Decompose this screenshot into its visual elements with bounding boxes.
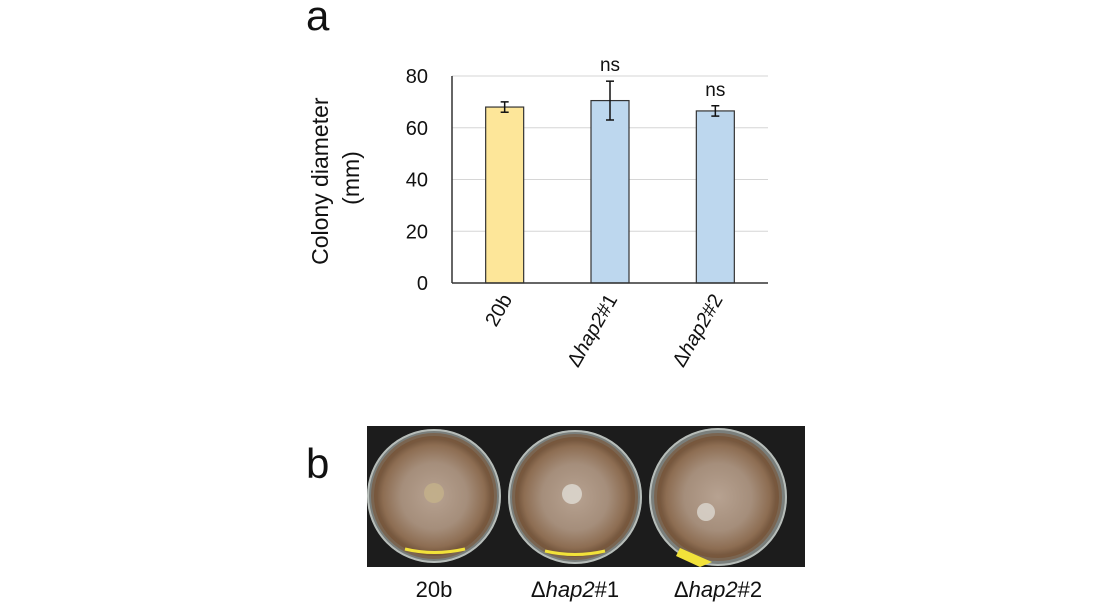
petri-dish-photo	[367, 426, 805, 567]
error-bar	[711, 105, 720, 117]
bar	[590, 99, 630, 284]
error-bar	[606, 80, 614, 121]
y-tick-label: 80	[406, 66, 428, 88]
photo-label: Δhap2#2	[674, 577, 762, 602]
bars	[485, 99, 735, 284]
bar	[695, 110, 735, 284]
photo-label: Δhap2#1	[531, 577, 619, 602]
petri-dish-20b	[367, 429, 501, 563]
y-tick-label: 60	[406, 118, 428, 140]
petri-dish-hap2-1	[508, 430, 642, 564]
photo-label-suffix: #1	[595, 577, 619, 602]
panel-a-label: a	[306, 0, 330, 39]
bar-chart: 0 20 40 60 80 ns ns 20b Δhap2#1 Δhap2#2 Colony …	[307, 55, 768, 371]
bar	[485, 106, 525, 284]
x-tick-label: Δhap2#1	[563, 291, 622, 371]
x-tick-labels: 20b Δhap2#1 Δhap2#2	[481, 291, 727, 371]
photo-label-suffix: #2	[738, 577, 762, 602]
y-tick-label: 20	[406, 221, 428, 243]
y-tick-label: 40	[406, 170, 428, 192]
photo-label-suffix: 20b	[416, 577, 453, 602]
photo-label-italic: hap2	[689, 577, 738, 602]
photo-label-prefix: Δ	[531, 577, 546, 602]
y-axis-label-line2: (mm)	[338, 151, 364, 205]
y-tick-labels: 0 20 40 60 80	[406, 66, 428, 295]
photo-label-italic: hap2	[546, 577, 595, 602]
significance-annotations: ns ns	[600, 55, 725, 101]
y-axis-label: Colony diameter (mm)	[307, 91, 364, 265]
x-tick-label: 20b	[481, 291, 517, 331]
error-bars	[500, 80, 720, 121]
photo-labels: 20b Δhap2#1 Δhap2#2	[416, 577, 762, 602]
x-tick-suffix: 20b	[481, 291, 517, 331]
y-axis-label-line1: Colony diameter	[307, 97, 333, 265]
x-tick-label: Δhap2#2	[669, 291, 728, 371]
panel-b-label: b	[306, 440, 329, 487]
photo-label-prefix: Δ	[674, 577, 689, 602]
significance-label: ns	[705, 80, 725, 101]
error-bar	[500, 101, 509, 113]
y-tick-label: 0	[417, 273, 428, 295]
significance-label: ns	[600, 55, 620, 76]
petri-dish-hap2-2	[649, 428, 787, 567]
photo-label: 20b	[416, 577, 453, 602]
